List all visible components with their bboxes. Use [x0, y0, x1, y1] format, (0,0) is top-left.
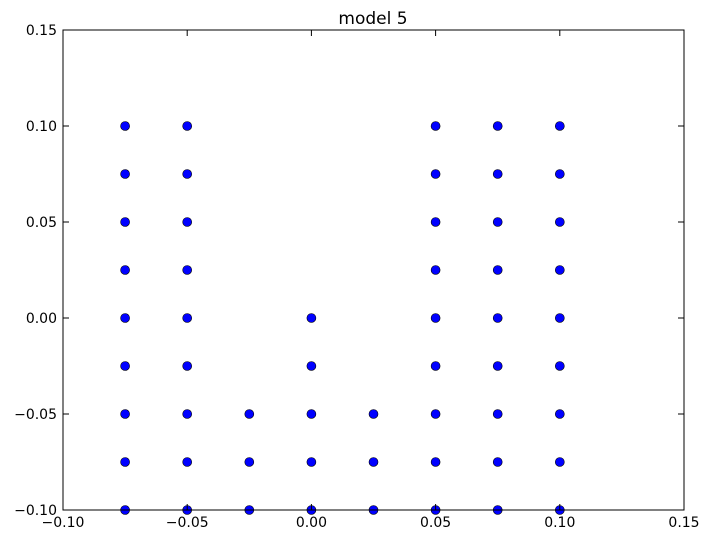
data-point	[430, 409, 441, 419]
y-tick-label: 0.00	[26, 311, 57, 327]
data-point	[554, 121, 565, 131]
data-point	[182, 457, 192, 467]
data-point	[120, 313, 130, 323]
data-point	[554, 313, 565, 323]
points-layer	[120, 121, 565, 515]
data-point	[244, 409, 255, 419]
data-point	[182, 121, 192, 131]
y-tick-label: −0.10	[14, 503, 57, 519]
data-point	[430, 265, 441, 275]
data-point	[368, 409, 379, 419]
data-point	[430, 121, 441, 131]
ticks-layer: −0.10 −0.05 0.00 0.05 0.10 0.15 −0.10 −0.05 0.00…	[14, 23, 699, 531]
data-point	[120, 169, 130, 179]
data-point	[430, 457, 441, 467]
data-point	[554, 169, 565, 179]
data-point	[306, 409, 317, 419]
data-point	[120, 121, 130, 131]
data-point	[492, 121, 503, 131]
data-point	[492, 265, 503, 275]
data-point	[492, 169, 503, 179]
data-point	[554, 409, 565, 419]
data-point	[120, 265, 130, 275]
data-point	[306, 313, 317, 323]
data-point	[492, 313, 503, 323]
data-point	[182, 169, 192, 179]
y-tick-label: 0.05	[26, 215, 57, 231]
data-point	[554, 265, 565, 275]
data-point	[368, 457, 379, 467]
y-tick-label: 0.15	[26, 23, 57, 39]
data-point	[554, 361, 565, 371]
data-point	[430, 169, 441, 179]
data-point	[554, 217, 565, 227]
data-point	[492, 409, 503, 419]
data-point	[430, 313, 441, 323]
x-tick-label: −0.10	[42, 515, 85, 531]
data-point	[430, 217, 441, 227]
y-tick-label: −0.05	[14, 407, 57, 423]
data-point	[306, 457, 317, 467]
data-point	[120, 457, 130, 467]
data-point	[120, 409, 130, 419]
x-tick-label: 0.05	[420, 515, 451, 531]
data-point	[182, 361, 192, 371]
y-tick-label: 0.10	[26, 119, 57, 135]
data-point	[182, 217, 192, 227]
data-point	[492, 217, 503, 227]
data-point	[182, 409, 192, 419]
data-point	[492, 457, 503, 467]
data-point	[120, 217, 130, 227]
data-point	[492, 361, 503, 371]
data-point	[430, 361, 441, 371]
data-point	[554, 457, 565, 467]
data-point	[120, 361, 130, 371]
data-point	[182, 265, 192, 275]
x-tick-label: 0.15	[668, 515, 699, 531]
data-point	[244, 457, 255, 467]
chart-title: model 5	[338, 9, 407, 29]
x-tick-label: 0.10	[544, 515, 575, 531]
data-point	[182, 313, 192, 323]
data-point	[306, 361, 317, 371]
x-tick-label: −0.05	[166, 515, 209, 531]
plot-frame	[62, 29, 685, 511]
x-tick-label: 0.00	[296, 515, 327, 531]
